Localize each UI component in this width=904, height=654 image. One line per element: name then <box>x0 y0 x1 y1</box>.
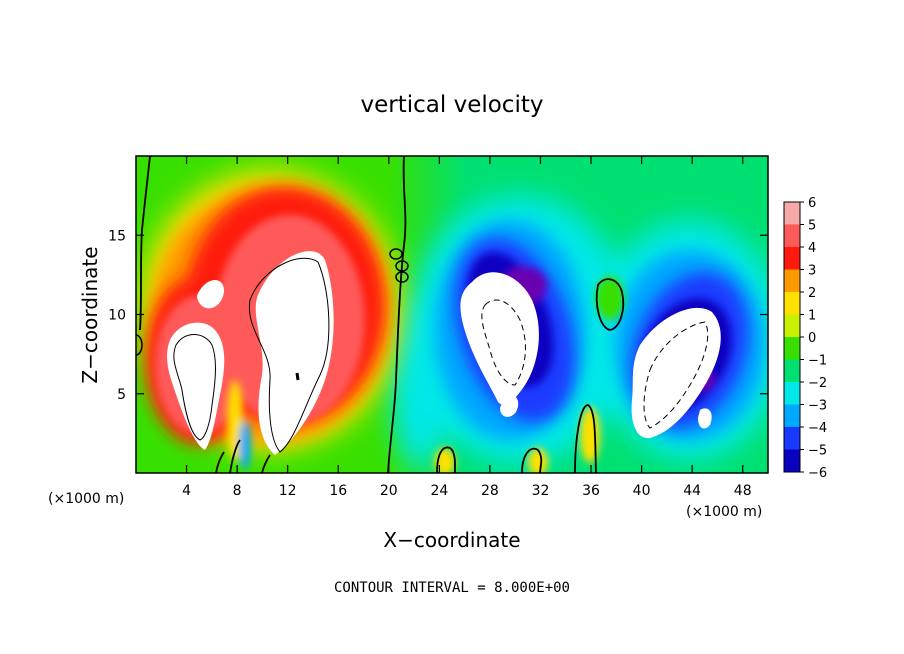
x-tick-label: 20 <box>380 483 398 499</box>
zero-contour-mid <box>387 156 407 473</box>
y-tick-labels: 5 10 15 <box>108 228 126 403</box>
colorbar-swatch <box>784 337 800 360</box>
negative-contour-2 <box>643 321 709 429</box>
positive-contour-main <box>248 257 330 453</box>
colorbar-label: −4 <box>808 421 827 436</box>
colorbar-label: 0 <box>808 331 816 346</box>
x-unit-right: (×1000 m) <box>686 504 762 520</box>
x-tick-label: 48 <box>734 483 752 499</box>
contour-lines <box>136 156 709 473</box>
negative-contour-1 <box>481 299 526 386</box>
zero-contour-loop2 <box>395 260 409 272</box>
x-tick-label: 16 <box>329 483 347 499</box>
chart-title: vertical velocity <box>361 92 544 118</box>
heatmap-field <box>136 156 768 473</box>
y-axis-title: Z−coordinate <box>78 246 102 383</box>
zero-contour-loop4 <box>136 334 143 356</box>
zero-contour-b1 <box>436 446 456 473</box>
zero-contour-left <box>139 156 151 331</box>
x-ticks <box>185 156 744 473</box>
colorbar-swatch <box>784 382 800 405</box>
colorbar-label: 4 <box>808 241 816 256</box>
y-tick-label: 15 <box>108 228 126 244</box>
colorbar-label: −3 <box>808 399 827 414</box>
colorbar-swatch <box>784 224 800 248</box>
x-tick-label: 12 <box>279 483 297 499</box>
colorbar-label: −1 <box>808 354 827 369</box>
x-tick-label: 36 <box>582 483 600 499</box>
colorbar-swatch <box>784 269 800 293</box>
zero-contour-loop3 <box>395 271 409 283</box>
colorbar-swatch <box>784 449 800 473</box>
positive-contour-dot <box>295 372 300 381</box>
colorbar-label: −6 <box>808 466 827 481</box>
contour-interval-note: CONTOUR INTERVAL = 8.000E+00 <box>334 580 570 596</box>
zero-contour-b6 <box>261 454 271 473</box>
zero-contour-b4 <box>229 439 241 473</box>
y-ticks <box>136 234 768 395</box>
x-tick-label: 44 <box>683 483 701 499</box>
colorbar-swatch <box>784 404 800 428</box>
zero-contour-blob <box>595 278 625 331</box>
colorbar-label: −5 <box>808 444 827 459</box>
x-tick-label: 8 <box>233 483 242 499</box>
x-tick-label: 24 <box>430 483 448 499</box>
x-tick-labels: 4 8 12 16 20 24 28 32 36 40 44 48 <box>182 483 752 499</box>
colorbar-swatch <box>784 359 800 383</box>
zero-contour-loop1 <box>389 248 403 260</box>
y-tick-label: 5 <box>117 387 126 403</box>
y-tick-label: 10 <box>108 308 126 324</box>
colorbar-label: 5 <box>808 219 816 234</box>
x-tick-label: 32 <box>532 483 550 499</box>
x-tick-label: 40 <box>633 483 651 499</box>
x-tick-label: 4 <box>182 483 191 499</box>
colorbar-swatch <box>784 314 800 338</box>
colorbar-label: 6 <box>808 196 816 211</box>
colorbar: 6 5 4 3 2 1 0 −1 −2 −3 −4 −5 −6 <box>783 196 827 481</box>
colorbar-swatch <box>784 292 800 315</box>
positive-contour-left <box>173 334 216 441</box>
x-unit-left: (×1000 m) <box>48 491 124 507</box>
x-tick-label: 28 <box>481 483 499 499</box>
colorbar-label: −2 <box>808 376 827 391</box>
zero-contour-b5 <box>215 451 225 473</box>
x-axis-title: X−coordinate <box>383 528 520 552</box>
zero-contour-b3 <box>574 404 597 473</box>
colorbar-swatch <box>784 427 800 450</box>
colorbar-label: 1 <box>808 309 816 324</box>
colorbar-swatch <box>784 247 800 270</box>
colorbar-label: 3 <box>808 264 816 279</box>
colorbar-label: 2 <box>808 286 816 301</box>
colorbar-swatch <box>784 202 800 225</box>
